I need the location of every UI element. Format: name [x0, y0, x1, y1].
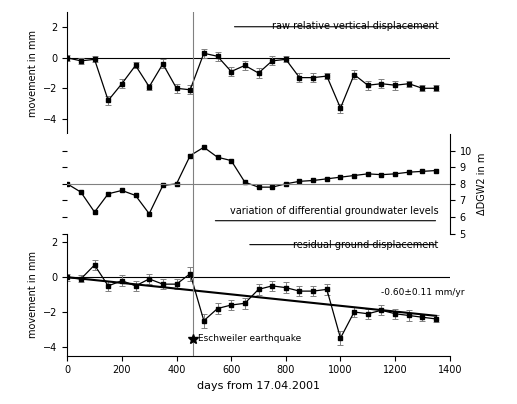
Text: variation of differential groundwater levels: variation of differential groundwater le…: [230, 206, 438, 216]
Y-axis label: movement in mm: movement in mm: [27, 251, 38, 338]
X-axis label: days from 17.04.2001: days from 17.04.2001: [197, 381, 320, 391]
Y-axis label: movement in mm: movement in mm: [27, 29, 38, 116]
Text: -0.60±0.11 mm/yr: -0.60±0.11 mm/yr: [382, 288, 465, 297]
Y-axis label: ΔDGW2 in m: ΔDGW2 in m: [477, 153, 488, 215]
Text: Eschweiler earthquake: Eschweiler earthquake: [199, 335, 301, 343]
Text: raw relative vertical displacement: raw relative vertical displacement: [271, 21, 438, 31]
Text: residual ground displacement: residual ground displacement: [293, 240, 438, 250]
